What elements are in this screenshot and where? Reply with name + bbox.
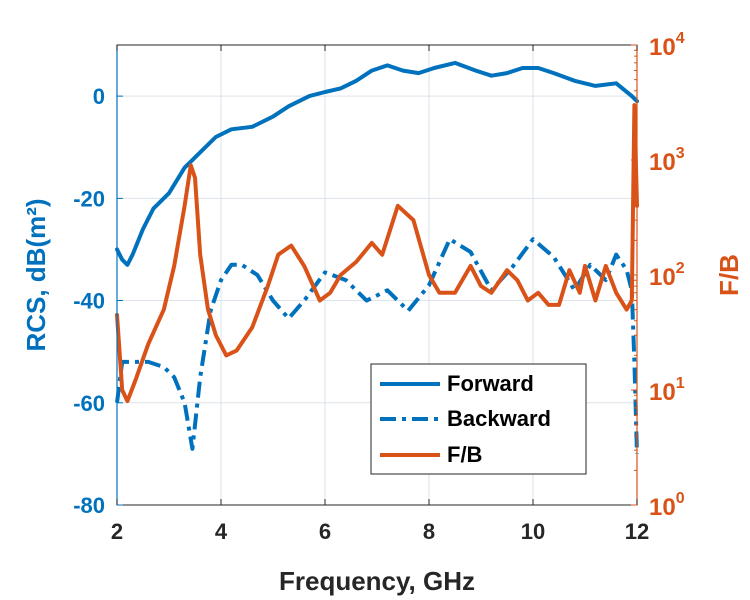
legend-label-forward: Forward: [447, 371, 534, 396]
x-tick-label: 2: [111, 519, 123, 544]
x-tick-label: 8: [423, 519, 435, 544]
x-tick-label: 10: [521, 519, 545, 544]
y-left-tick-label: -60: [73, 391, 105, 416]
ticks: 2 4 6 8 10 12 -80 -60 -40 -20 0 100 101 102 103 104: [73, 30, 685, 544]
y-left-tick-label: -40: [73, 289, 105, 314]
legend: Forward Backward F/B: [370, 363, 587, 475]
y-axis-left-label: RCS, dB(m²): [21, 198, 51, 351]
legend-label-backward: Backward: [447, 406, 551, 431]
y-left-tick-label: -80: [73, 493, 105, 518]
x-tick-label: 6: [319, 519, 331, 544]
grid: [116, 45, 638, 506]
x-tick-label: 12: [625, 519, 649, 544]
y-right-tick-label: 101: [649, 375, 685, 406]
y-right-tick-label: 104: [649, 30, 685, 61]
series-line-forward: [115, 60, 639, 267]
y-axis-right-label: F/B: [714, 254, 744, 296]
y-left-tick-label: 0: [93, 84, 105, 109]
y-right-tick-label: 103: [649, 145, 685, 176]
y-left-tick-label: -20: [73, 186, 105, 211]
series-layer: [115, 60, 639, 454]
y-right-tick-label: 100: [649, 490, 685, 521]
legend-label-fb: F/B: [447, 442, 482, 467]
series-line-backward: [115, 237, 639, 454]
x-tick-label: 4: [215, 519, 228, 544]
y-right-tick-label: 102: [649, 260, 685, 291]
x-axis-label: Frequency, GHz: [279, 566, 475, 596]
series-line-f-b: [115, 103, 639, 404]
